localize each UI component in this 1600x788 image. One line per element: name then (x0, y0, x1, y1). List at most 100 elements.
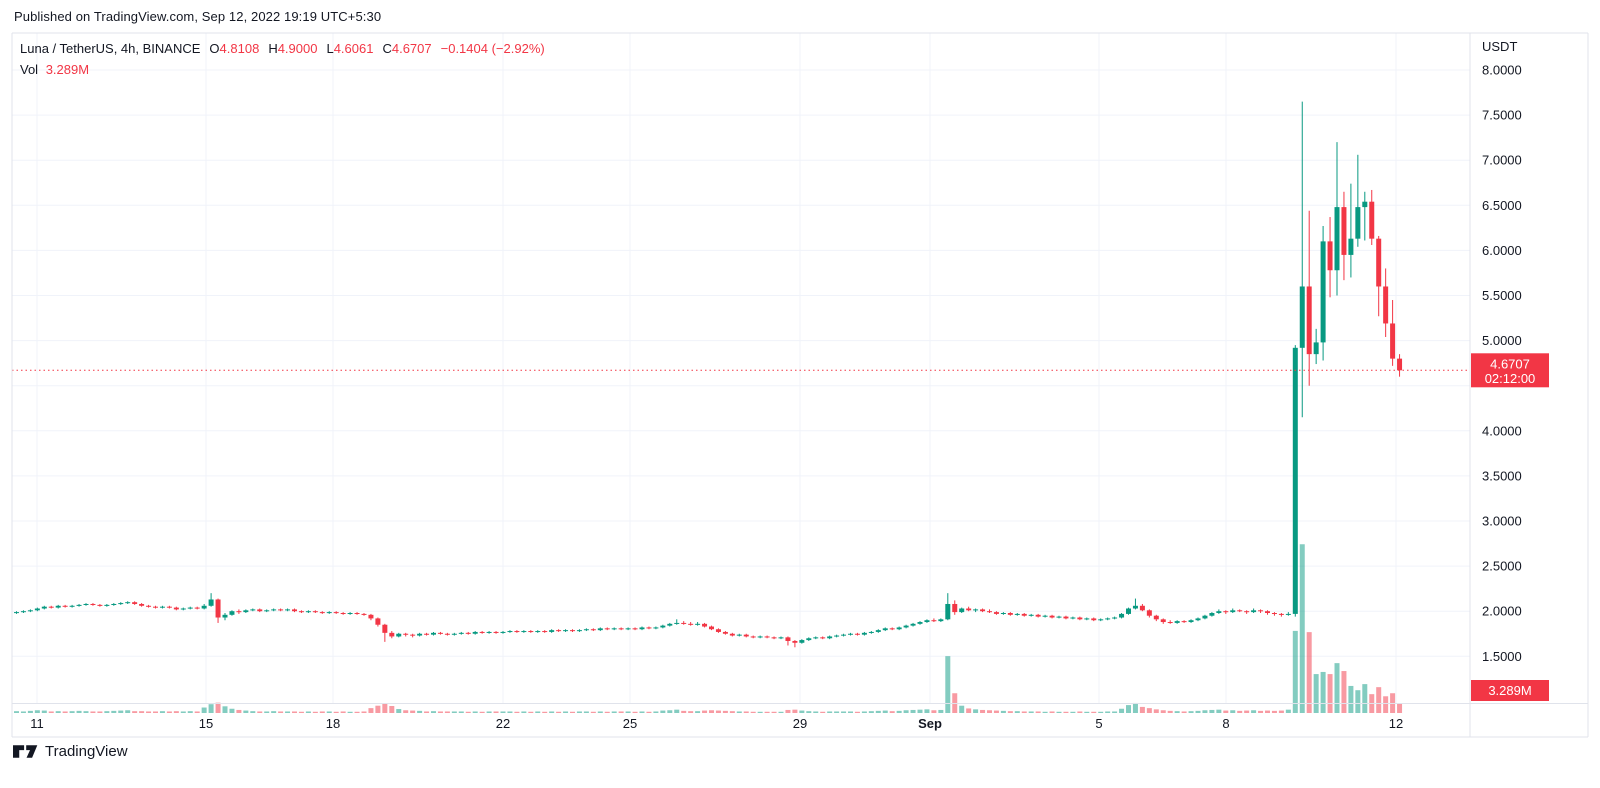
candle-body (1292, 347, 1298, 614)
volume-value: 3.289M (45, 62, 90, 77)
candle-body (97, 604, 103, 606)
candle-body (952, 603, 958, 613)
volume-bar (611, 711, 617, 713)
candle-body (1230, 610, 1236, 613)
candle-body (1098, 619, 1104, 621)
time-axis-label[interactable]: 15 (199, 716, 213, 731)
candle-body (736, 634, 742, 636)
candle-body (431, 632, 436, 635)
price-axis-label[interactable]: 1.5000 (1482, 649, 1522, 664)
candle-body (542, 631, 548, 633)
price-axis-label[interactable]: 2.0000 (1482, 604, 1522, 619)
volume-bar (243, 710, 249, 713)
volume-bar (521, 711, 527, 713)
candle-body (451, 633, 457, 635)
volume-bar (208, 704, 214, 713)
candle-body (806, 638, 812, 641)
volume-bar (597, 711, 603, 713)
candle-body (472, 631, 478, 634)
price-axis-label[interactable]: 7.5000 (1482, 108, 1522, 123)
volume-bar (570, 711, 575, 713)
volume-bar (1112, 711, 1118, 713)
candle-body (799, 640, 805, 643)
change-value: −0.1404 (−2.92%) (440, 41, 545, 56)
volume-bar (632, 711, 638, 713)
volume-bar (410, 710, 416, 713)
volume-bar (396, 709, 402, 713)
volume-bar (444, 711, 450, 713)
last-price-badge-value: 4.6707 (1490, 356, 1530, 371)
low-value: 4.6061 (333, 41, 374, 56)
candle-body (118, 603, 124, 605)
candle-body (1265, 611, 1270, 614)
volume-bar (1126, 705, 1131, 713)
candle-body (535, 631, 541, 633)
volume-bar (604, 711, 610, 713)
volume-bar (1265, 710, 1270, 713)
price-axis-label[interactable]: 6.5000 (1482, 198, 1522, 213)
volume-bar (1049, 711, 1055, 713)
price-axis-label[interactable]: 6.0000 (1482, 243, 1522, 258)
time-axis-label[interactable]: 8 (1222, 716, 1229, 731)
time-axis-label[interactable]: 12 (1389, 716, 1403, 731)
candle-body (417, 633, 423, 636)
volume-bar (1306, 632, 1312, 713)
volume-bar (959, 705, 965, 713)
time-axis-label[interactable]: 22 (496, 716, 510, 731)
price-axis-label[interactable]: 3.5000 (1482, 468, 1522, 483)
candle-body (62, 605, 68, 607)
candle-body (959, 608, 965, 613)
candle-body (1146, 610, 1152, 616)
time-axis-label[interactable]: 18 (326, 716, 340, 731)
price-axis-label[interactable]: 8.0000 (1482, 63, 1522, 78)
price-axis-label[interactable]: 5.5000 (1482, 288, 1522, 303)
candle-body (632, 628, 638, 630)
volume-bar (667, 710, 673, 713)
candle-body (611, 628, 617, 630)
time-axis-label[interactable]: 29 (793, 716, 807, 731)
time-axis-label[interactable]: Sep (918, 716, 942, 731)
volume-bar (139, 711, 145, 713)
time-axis-label[interactable]: 5 (1095, 716, 1102, 731)
candle-body (132, 602, 138, 604)
volume-bar (479, 711, 485, 713)
volume-bar (292, 711, 297, 713)
volume-bar (1091, 711, 1097, 713)
candle-body (1195, 618, 1201, 621)
candle-body (1334, 207, 1340, 271)
volume-bar (715, 710, 721, 713)
candle-body (674, 622, 680, 624)
volume-bar (542, 711, 548, 713)
symbol-title[interactable]: Luna / TetherUS, 4h, BINANCE (20, 41, 201, 56)
volume-bar (493, 711, 499, 713)
candle-body (1070, 617, 1076, 619)
candle-body (55, 605, 61, 608)
time-axis-label[interactable]: 11 (30, 716, 44, 731)
volume-bar (813, 711, 819, 713)
candle-body (236, 611, 242, 613)
time-axis-label[interactable]: 25 (623, 716, 637, 731)
price-axis-label[interactable]: 4.0000 (1482, 423, 1522, 438)
candle-body (1174, 621, 1180, 623)
candle-body (1084, 618, 1090, 620)
price-axis-label[interactable]: 7.0000 (1482, 153, 1522, 168)
candle-body (180, 608, 186, 610)
volume-bar (1334, 663, 1340, 713)
volume-bar (1188, 711, 1194, 713)
candle-body (298, 611, 304, 613)
volume-bar (76, 710, 82, 713)
candle-body (778, 637, 784, 639)
volume-bar (1181, 711, 1187, 713)
candle-body (729, 633, 735, 636)
volume-bar (764, 711, 770, 713)
price-axis-label[interactable]: 3.0000 (1482, 514, 1522, 529)
candle-body (90, 603, 96, 605)
volume-bar (472, 711, 478, 713)
price-axis-label[interactable]: 2.5000 (1482, 559, 1522, 574)
price-axis-label[interactable]: 5.0000 (1482, 333, 1522, 348)
volume-badge-value: 3.289M (1488, 683, 1531, 698)
volume-bar (236, 709, 242, 713)
candle-body (486, 631, 492, 633)
footer-branding[interactable]: TradingView (13, 743, 128, 760)
